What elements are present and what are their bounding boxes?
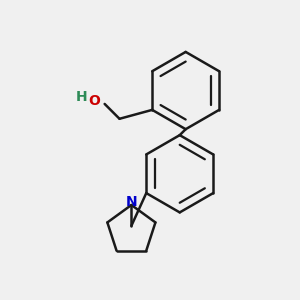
Text: H: H bbox=[76, 89, 87, 103]
Text: O: O bbox=[88, 94, 100, 108]
Text: N: N bbox=[126, 195, 137, 209]
